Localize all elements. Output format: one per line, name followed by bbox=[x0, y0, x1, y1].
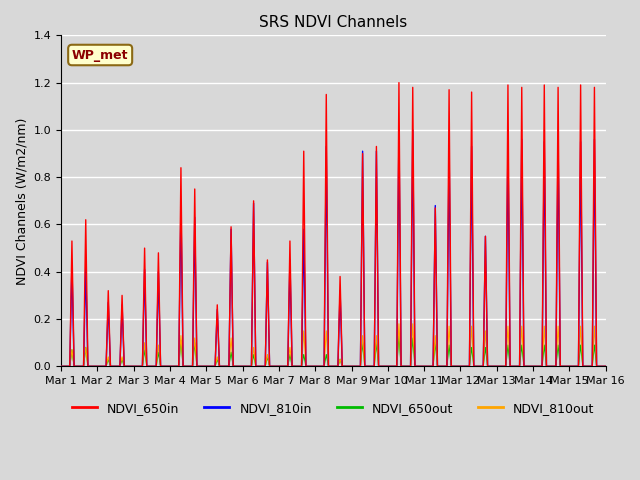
Legend: NDVI_650in, NDVI_810in, NDVI_650out, NDVI_810out: NDVI_650in, NDVI_810in, NDVI_650out, NDV… bbox=[67, 396, 600, 420]
Title: SRS NDVI Channels: SRS NDVI Channels bbox=[259, 15, 408, 30]
Y-axis label: NDVI Channels (W/m2/nm): NDVI Channels (W/m2/nm) bbox=[15, 117, 28, 285]
Text: WP_met: WP_met bbox=[72, 48, 129, 61]
